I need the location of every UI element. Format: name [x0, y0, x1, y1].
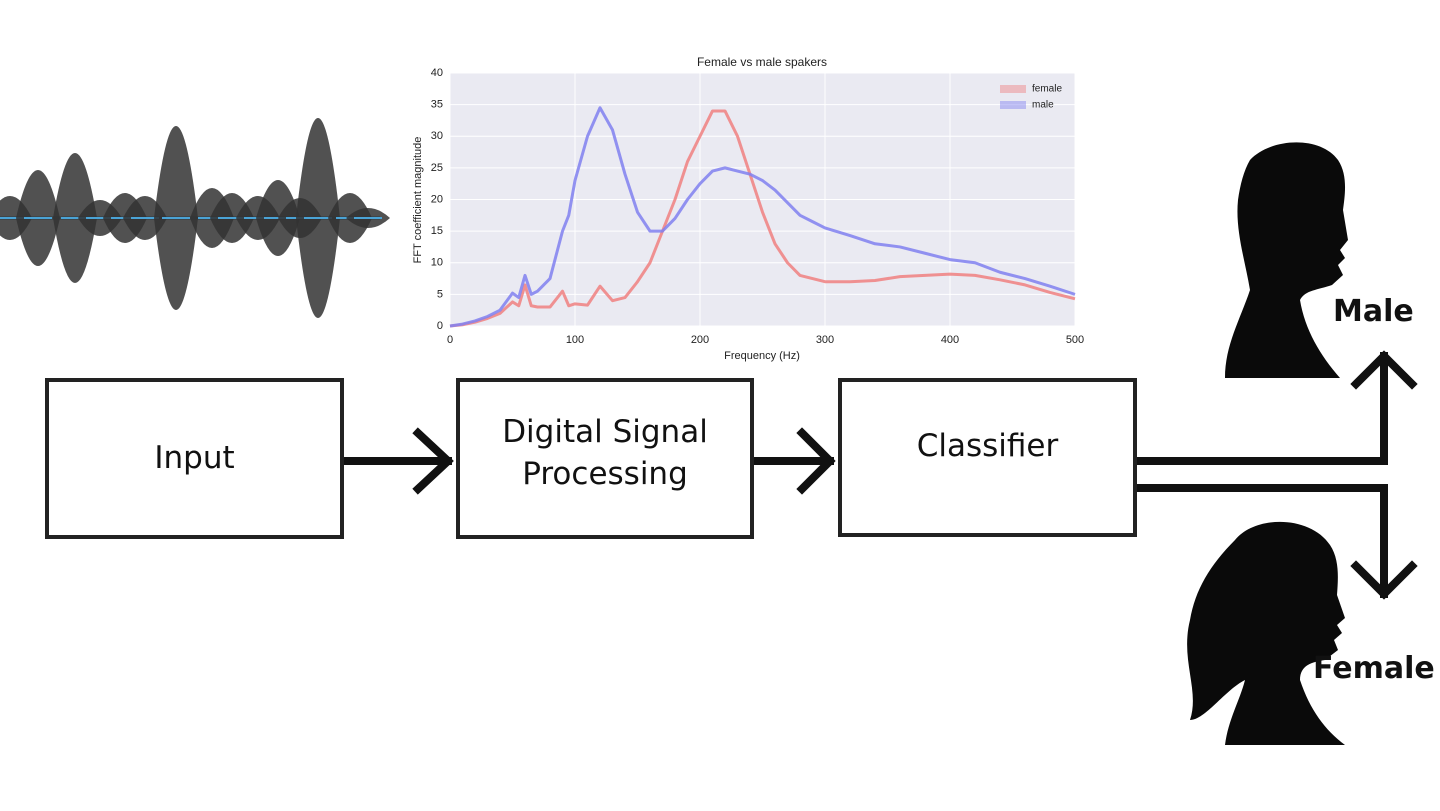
y-tick-label: 0	[437, 320, 443, 332]
arrow-head	[796, 427, 836, 495]
node-label: Classifier	[916, 427, 1059, 464]
chart-title: Female vs male spakers	[697, 55, 827, 69]
x-tick-label: 200	[691, 334, 709, 346]
output-label: Male	[1333, 294, 1414, 329]
x-tick-label: 500	[1066, 334, 1084, 346]
y-tick-label: 20	[431, 193, 443, 205]
node-label: Digital Signal Processing	[502, 413, 708, 492]
y-tick-label: 10	[431, 257, 443, 269]
arrow-head	[412, 427, 454, 495]
arrow	[1134, 352, 1388, 465]
male-silhouette	[1225, 142, 1348, 378]
series-line	[449, 106, 1076, 328]
node-box: Input	[45, 378, 344, 539]
arrow	[1134, 484, 1388, 598]
legend-label: female	[1032, 84, 1062, 95]
y-tick-label: 35	[431, 99, 443, 111]
x-tick-label: 300	[816, 334, 834, 346]
node-box: Classifier	[838, 378, 1137, 537]
female-silhouette	[1187, 521, 1345, 745]
series	[449, 106, 1076, 328]
x-tick-label: 0	[447, 334, 453, 346]
legend-swatch	[1000, 85, 1026, 93]
y-tick-label: 30	[431, 130, 443, 142]
y-axis-label: FFT coefficient magnitude	[412, 137, 424, 264]
x-tick-label: 400	[941, 334, 959, 346]
arrow-head	[1350, 560, 1418, 600]
legend-swatch	[1000, 101, 1026, 109]
waveform	[0, 118, 390, 318]
node-box: Digital Signal Processing	[456, 378, 754, 539]
y-tick-label: 5	[437, 288, 443, 300]
node-label: Input	[154, 439, 235, 476]
connectors	[341, 350, 1418, 600]
y-tick-label: 40	[431, 67, 443, 79]
x-axis-label: Frequency (Hz)	[724, 350, 800, 362]
legend-label: male	[1032, 100, 1054, 111]
y-tick-label: 15	[431, 225, 443, 237]
series-line	[449, 109, 1076, 328]
x-tick-label: 100	[566, 334, 584, 346]
legend: female male	[1000, 84, 1062, 111]
arrow-head	[1350, 350, 1418, 390]
output-label: Female	[1313, 651, 1435, 686]
y-tick-label: 25	[431, 162, 443, 174]
